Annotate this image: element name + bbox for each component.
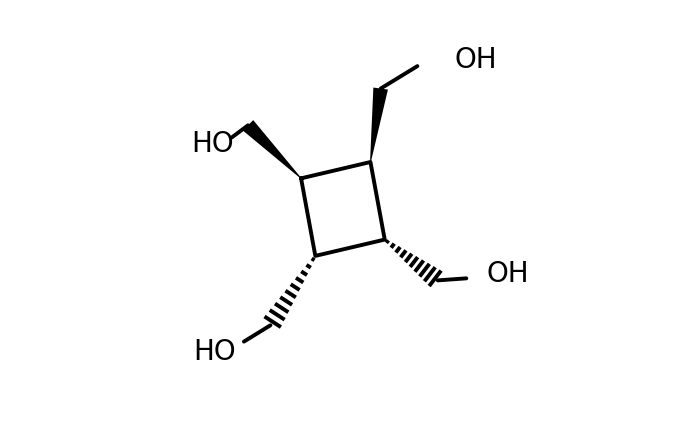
Text: OH: OH <box>487 260 530 288</box>
Polygon shape <box>243 120 301 179</box>
Text: OH: OH <box>454 46 497 74</box>
Text: HO: HO <box>191 130 233 158</box>
Polygon shape <box>370 87 388 162</box>
Text: HO: HO <box>193 338 235 366</box>
